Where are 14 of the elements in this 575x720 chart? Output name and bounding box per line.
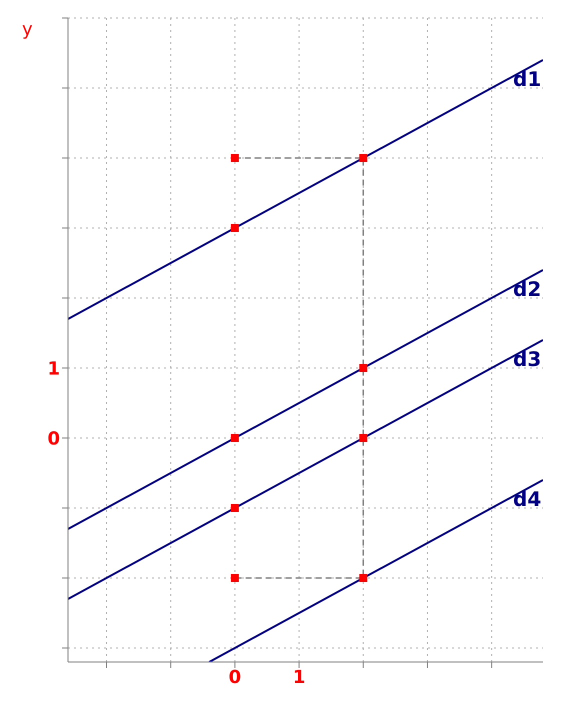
point <box>230 574 239 582</box>
point <box>359 364 368 372</box>
point <box>359 574 368 582</box>
series-label: d2 <box>513 277 542 301</box>
point <box>230 504 239 512</box>
series-label: d3 <box>513 347 542 371</box>
series-label: d4 <box>513 487 542 511</box>
point <box>230 434 239 442</box>
point <box>359 154 368 162</box>
y-axis-title: y <box>22 18 33 40</box>
point <box>230 224 239 232</box>
series-label: d1 <box>513 67 542 91</box>
point <box>230 154 239 162</box>
point <box>359 434 368 442</box>
